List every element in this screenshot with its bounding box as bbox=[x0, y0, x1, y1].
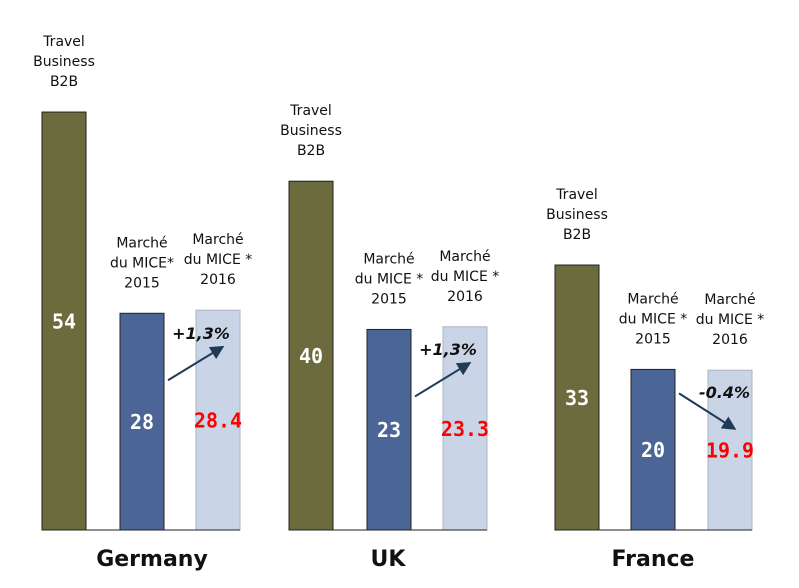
category-label: 2016 bbox=[200, 272, 236, 288]
growth-annotation: -0.4% bbox=[699, 383, 750, 402]
value-label: 23 bbox=[377, 418, 401, 442]
bar bbox=[630, 368, 676, 531]
category-label: Marché bbox=[439, 249, 490, 265]
category-label: Travel bbox=[289, 103, 332, 119]
value-label: 23.3 bbox=[441, 417, 489, 441]
trend-arrow bbox=[414, 361, 472, 398]
category-label: B2B bbox=[50, 74, 78, 90]
category-label: du MICE * bbox=[696, 312, 765, 328]
bar bbox=[707, 369, 753, 531]
value-label: 54 bbox=[52, 310, 76, 334]
category-label: Business bbox=[546, 207, 608, 223]
category-label: Marché bbox=[704, 292, 755, 308]
value-label: 19.9 bbox=[706, 439, 754, 463]
category-label: B2B bbox=[297, 143, 325, 159]
growth-annotation: +1,3% bbox=[419, 340, 477, 359]
category-label: Marché bbox=[363, 251, 414, 267]
category-label: 2016 bbox=[712, 332, 748, 348]
value-label: 28 bbox=[130, 410, 154, 434]
category-label: du MICE * bbox=[355, 271, 424, 287]
trend-arrow bbox=[678, 392, 737, 430]
category-label: du MICE* bbox=[110, 255, 174, 271]
bar bbox=[41, 111, 87, 531]
growth-annotation: +1,3% bbox=[172, 324, 230, 343]
category-label: du MICE * bbox=[619, 311, 688, 327]
bar bbox=[554, 264, 600, 531]
category-label: Marché bbox=[192, 232, 243, 248]
country-label: Germany bbox=[96, 547, 208, 572]
bar bbox=[119, 312, 165, 531]
bar bbox=[288, 180, 334, 531]
category-label: Marché bbox=[627, 291, 678, 307]
category-label: du MICE * bbox=[184, 252, 253, 268]
category-label: Marché bbox=[116, 235, 167, 251]
category-label: 2015 bbox=[635, 331, 671, 347]
value-label: 28.4 bbox=[194, 409, 242, 433]
category-label: Business bbox=[33, 54, 95, 70]
bar bbox=[442, 326, 488, 531]
value-label: 20 bbox=[641, 438, 665, 462]
category-label: Travel bbox=[555, 187, 598, 203]
trend-arrow bbox=[167, 345, 225, 382]
category-label: B2B bbox=[563, 227, 591, 243]
country-label: UK bbox=[371, 547, 407, 572]
category-label: du MICE * bbox=[431, 269, 500, 285]
category-label: Business bbox=[280, 123, 342, 139]
category-label: 2015 bbox=[124, 275, 160, 291]
category-label: 2015 bbox=[371, 291, 407, 307]
value-label: 33 bbox=[565, 386, 589, 410]
category-label: 2016 bbox=[447, 289, 483, 305]
category-label: Travel bbox=[42, 34, 85, 50]
country-label: France bbox=[612, 547, 695, 572]
value-label: 40 bbox=[299, 344, 323, 368]
bar bbox=[366, 328, 412, 531]
